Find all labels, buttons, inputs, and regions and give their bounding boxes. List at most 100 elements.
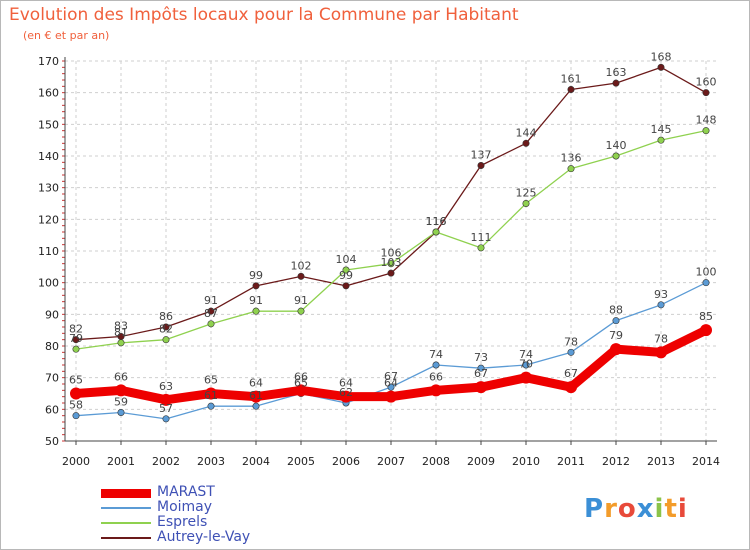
- data-label: 58: [69, 399, 83, 412]
- data-point: [207, 402, 215, 410]
- data-point: [610, 343, 622, 356]
- legend-swatch: [101, 507, 151, 509]
- y-tick-label: 170: [38, 55, 59, 68]
- data-point: [702, 279, 710, 287]
- data-point: [475, 381, 487, 394]
- data-point: [207, 307, 215, 315]
- data-label: 111: [471, 231, 492, 244]
- data-label: 82: [69, 323, 83, 336]
- data-label: 66: [294, 370, 308, 383]
- data-point: [72, 412, 80, 420]
- data-point: [252, 307, 260, 315]
- legend: MARAST Moimay Esprels Autrey-le-Vay: [101, 484, 321, 545]
- data-point: [72, 336, 80, 344]
- series-lines: [70, 63, 712, 423]
- chart-title: Evolution des Impôts locaux pour la Comm…: [9, 5, 519, 25]
- data-label: 148: [696, 114, 717, 127]
- data-label: 116: [426, 215, 447, 228]
- data-point: [252, 402, 260, 410]
- data-label: 59: [114, 396, 128, 409]
- data-label: 82: [159, 323, 173, 336]
- data-point: [477, 162, 485, 170]
- data-point: [387, 260, 395, 268]
- x-tick-label: 2012: [602, 455, 630, 468]
- data-label: 91: [249, 294, 263, 307]
- y-tick-label: 90: [45, 308, 59, 321]
- data-point: [115, 384, 127, 397]
- x-tick-label: 2014: [692, 455, 720, 468]
- y-tick-label: 50: [45, 435, 59, 448]
- x-tick-label: 2000: [62, 455, 90, 468]
- y-tick-label: 100: [38, 277, 59, 290]
- data-label: 106: [381, 247, 402, 260]
- legend-swatch: [101, 522, 151, 524]
- legend-swatch: [101, 488, 151, 498]
- x-tick-label: 2008: [422, 455, 450, 468]
- data-point: [522, 200, 530, 208]
- data-label: 168: [651, 50, 672, 63]
- data-label: 78: [564, 335, 578, 348]
- data-point: [567, 165, 575, 173]
- data-label: 66: [429, 370, 443, 383]
- data-label: 61: [204, 389, 218, 402]
- data-point: [162, 323, 170, 331]
- data-label: 73: [474, 351, 488, 364]
- y-tick-label: 60: [45, 403, 59, 416]
- data-label: 102: [291, 259, 312, 272]
- data-point: [340, 390, 352, 403]
- axes: 50 60 70 80 90 100 110 120 130 140 150 160 170 2000 20…: [38, 55, 720, 468]
- data-point: [612, 317, 620, 325]
- legend-label: Moimay: [157, 499, 213, 515]
- data-label: 66: [114, 370, 128, 383]
- data-point: [700, 324, 712, 337]
- y-tick-label: 80: [45, 340, 59, 353]
- data-label: 61: [249, 389, 263, 402]
- data-point: [520, 371, 532, 384]
- data-point: [117, 339, 125, 347]
- data-point: [297, 307, 305, 315]
- chart-subtitle: (en € et par an): [23, 29, 110, 42]
- data-label: 91: [294, 294, 308, 307]
- data-point: [385, 390, 397, 403]
- data-label: 136: [561, 152, 582, 165]
- data-point: [612, 79, 620, 87]
- data-point: [522, 361, 530, 369]
- data-point: [655, 346, 667, 359]
- data-label: 62: [339, 386, 353, 399]
- data-label: 91: [204, 294, 218, 307]
- data-label: 88: [609, 304, 623, 317]
- data-label: 145: [651, 123, 672, 136]
- data-label: 104: [336, 253, 357, 266]
- data-label: 64: [339, 377, 353, 390]
- y-tick-label: 70: [45, 372, 59, 385]
- data-point: [207, 320, 215, 328]
- legend-item: Esprels: [101, 514, 321, 530]
- data-label: 67: [384, 370, 398, 383]
- data-label: 70: [519, 358, 533, 371]
- x-tick-label: 2010: [512, 455, 540, 468]
- series-line-autrey-le-vay: [75, 66, 707, 341]
- data-label: 85: [699, 310, 713, 323]
- data-label: 160: [696, 76, 717, 89]
- data-point: [72, 345, 80, 353]
- legend-label: MARAST: [157, 484, 215, 500]
- data-point: [657, 136, 665, 144]
- data-label: 79: [69, 332, 83, 345]
- data-label: 100: [696, 266, 717, 279]
- data-point: [70, 387, 82, 400]
- data-label: 63: [159, 380, 173, 393]
- data-point: [657, 63, 665, 71]
- data-point: [117, 408, 125, 416]
- y-tick-label: 110: [38, 245, 59, 258]
- data-label: 99: [339, 269, 353, 282]
- x-tick-label: 2006: [332, 455, 360, 468]
- svg-text:Proxiti: Proxiti: [584, 494, 688, 524]
- x-tick-label: 2011: [557, 455, 585, 468]
- data-label: 99: [249, 269, 263, 282]
- x-tick-label: 2003: [197, 455, 225, 468]
- data-label: 79: [609, 329, 623, 342]
- x-tick-label: 2007: [377, 455, 405, 468]
- data-label: 83: [114, 320, 128, 333]
